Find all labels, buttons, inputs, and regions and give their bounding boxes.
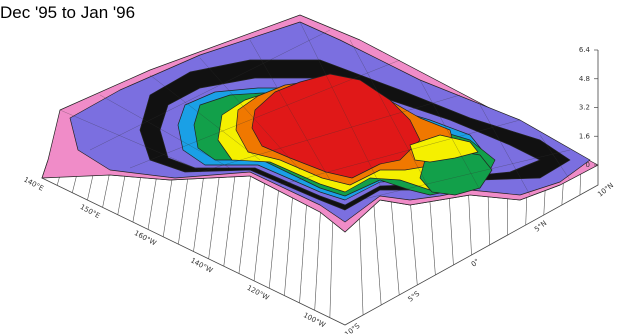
longitude-tick-label: 150°E <box>79 203 102 220</box>
surface-band-red <box>251 73 421 179</box>
wall-line-right <box>448 198 454 266</box>
z-tick-label: 4.8 <box>579 75 590 83</box>
wall-line-right <box>579 174 581 196</box>
latitude-tick-label: 0° <box>470 257 481 268</box>
wall-line-right <box>525 197 528 226</box>
surface-grid-line <box>99 94 231 169</box>
surface-grid-line <box>299 21 381 186</box>
wall-line-right <box>373 205 382 306</box>
wall-line-left <box>193 178 204 252</box>
wall-line-right <box>410 204 418 286</box>
wall-line-right <box>561 183 564 206</box>
surface-grid-line <box>359 149 571 201</box>
latitude-tick-label: 10°N <box>596 181 615 198</box>
surface-grid-line <box>479 104 531 196</box>
wall-line-left <box>147 178 157 230</box>
chart-title: Dec '95 to Jan '96 <box>0 3 136 22</box>
wall-line-left <box>238 176 251 274</box>
wall-line-right <box>390 201 400 296</box>
wall-line-left <box>102 174 110 208</box>
wall-line-left <box>284 197 293 296</box>
surface-grid-line <box>539 134 571 181</box>
surface-grid-line <box>199 57 301 171</box>
latitude-tick-label: 5°S <box>407 289 422 303</box>
z-tick-label: 1.6 <box>579 132 591 140</box>
surface-grid-line <box>89 29 331 151</box>
wall-line-left <box>223 176 236 267</box>
wall-line-left <box>117 176 126 215</box>
surface-mesh <box>41 14 599 233</box>
surface-grid-line <box>59 109 201 171</box>
longitude-tick-label: 140°E <box>22 176 45 193</box>
surface-side-walls <box>41 159 599 326</box>
wall-line-left <box>178 179 188 245</box>
wall-line-right <box>487 196 490 246</box>
surface-grid-line <box>279 119 521 186</box>
z-tick-label: 0 <box>586 161 590 169</box>
wall-line-left <box>329 222 334 318</box>
surface-grid-line <box>149 74 261 161</box>
surface-grid-line <box>419 79 481 191</box>
wall-line-right <box>359 218 364 316</box>
wall-line-right <box>543 190 546 216</box>
z-axis: 0 1.6 3.2 4.8 6.4 <box>579 46 599 169</box>
surface-grid-line <box>129 59 401 169</box>
wall-line-left <box>208 177 220 259</box>
wall-line-left <box>314 212 321 311</box>
latitude-tick-label: 5°N <box>533 219 548 233</box>
wall-line-right <box>429 201 436 276</box>
wall-line-left <box>268 190 279 289</box>
wall-line-left <box>253 183 265 281</box>
z-tick-label: 6.4 <box>579 46 591 54</box>
wall-line-left <box>299 205 307 303</box>
surface-grid-line <box>349 39 431 191</box>
z-tick-label: 3.2 <box>579 104 590 112</box>
wall-line-right <box>468 195 472 256</box>
wall-line-left <box>162 179 173 237</box>
wall-line-left <box>132 177 141 223</box>
surface-grid-line <box>199 94 461 173</box>
